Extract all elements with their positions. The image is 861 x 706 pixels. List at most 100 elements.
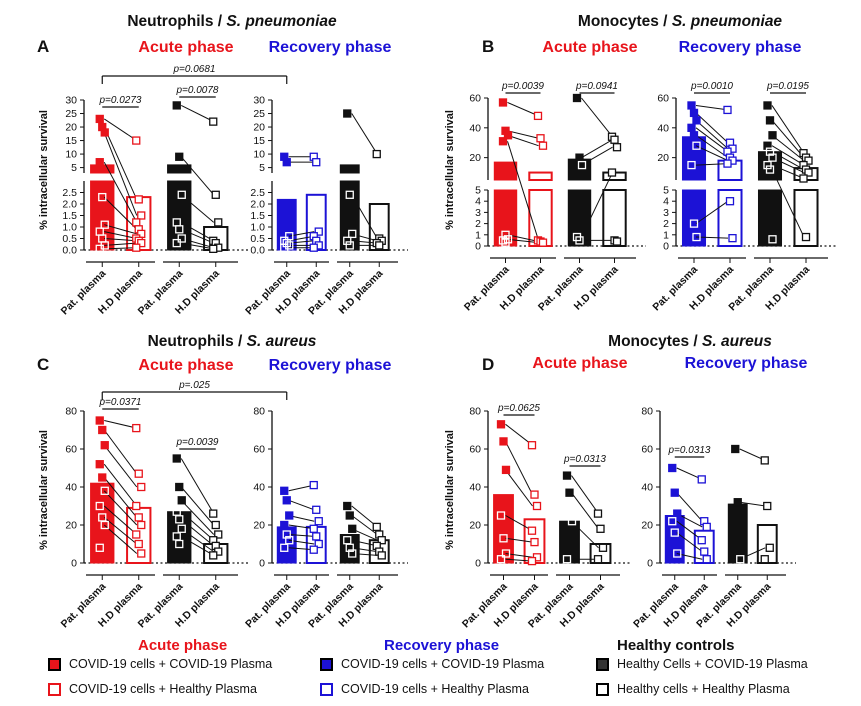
data-point <box>673 549 682 558</box>
pair-line <box>771 120 805 158</box>
y-tick-label: 60 <box>253 444 265 456</box>
data-point <box>538 141 548 150</box>
data-point <box>499 534 508 543</box>
legend-label: COVID-19 cells + COVID-19 Plasma <box>69 657 273 671</box>
y-tick-label: 60 <box>469 444 481 456</box>
phase-label-acute: Acute phase <box>138 357 233 374</box>
pair-line <box>180 156 215 196</box>
y-tick-label: 20 <box>641 520 653 532</box>
phase-label-acute: Acute phase <box>532 355 627 372</box>
y-tick-label: 0.5 <box>250 233 265 245</box>
data-point <box>95 158 104 167</box>
bar-upper <box>528 171 553 182</box>
data-point <box>577 160 587 170</box>
pair-line <box>695 112 729 144</box>
data-point <box>697 475 706 484</box>
y-tick-label: 1 <box>663 229 669 241</box>
data-point <box>692 141 701 150</box>
y-tick-label: 5 <box>71 162 77 174</box>
pair-line <box>103 161 138 223</box>
bar-upper <box>167 164 192 174</box>
y-tick-label: 2.0 <box>250 199 265 211</box>
y-axis-label: % intracellular survival <box>444 110 456 230</box>
pair-line <box>103 444 138 488</box>
data-point <box>496 555 506 564</box>
phase-label-recovery: Recovery phase <box>269 39 392 56</box>
data-point <box>702 522 711 532</box>
p-value-label: p=0.0078 <box>176 85 219 96</box>
data-point <box>377 536 386 545</box>
panel-title-main: Neutrophils / <box>148 333 247 350</box>
pair-line <box>180 499 215 535</box>
data-point <box>95 543 104 552</box>
pair-line <box>103 517 138 545</box>
p-value-label: p=0.0039 <box>176 437 219 448</box>
data-point <box>209 244 218 254</box>
y-tick-label: 2 <box>475 218 481 230</box>
pair-line <box>104 420 137 429</box>
bar <box>493 494 514 564</box>
data-point <box>498 236 508 245</box>
data-point <box>285 241 294 250</box>
legend: Acute phase Recovery phase Healthy contr… <box>0 633 861 706</box>
pair-line <box>104 231 137 239</box>
pair-line <box>180 528 215 553</box>
y-tick-label: 2.5 <box>250 187 265 199</box>
pair-line <box>771 105 805 154</box>
data-point <box>670 488 679 497</box>
data-point <box>132 243 141 252</box>
legend-label: Healthy cells + Healthy Plasma <box>617 682 790 696</box>
pair-line <box>771 134 805 162</box>
y-tick-label: 0 <box>71 558 77 570</box>
data-point <box>610 135 619 144</box>
bar-lower <box>681 189 707 247</box>
y-tick-label: 2 <box>663 218 669 230</box>
pair-line <box>507 141 539 241</box>
data-point <box>530 537 539 547</box>
legend-acute-heading: Acute phase <box>138 637 228 654</box>
data-point <box>95 416 104 425</box>
data-point <box>668 463 677 473</box>
data-point <box>309 545 318 554</box>
data-point <box>763 501 772 511</box>
pair-line <box>505 469 533 507</box>
y-tick-label: 4 <box>663 196 669 208</box>
data-point <box>670 528 679 537</box>
data-point <box>692 232 701 242</box>
phase-label-recovery: Recovery phase <box>685 355 808 372</box>
data-point <box>95 501 104 511</box>
data-point <box>562 555 572 564</box>
data-point <box>134 195 143 204</box>
pair-line <box>351 194 378 239</box>
pair-line <box>288 499 315 511</box>
data-point <box>562 471 572 480</box>
data-point <box>95 244 104 254</box>
data-point <box>733 498 742 507</box>
y-tick-label: 20 <box>65 520 77 532</box>
data-point <box>100 520 109 530</box>
data-point <box>309 524 318 533</box>
data-point <box>728 234 737 243</box>
data-point <box>209 509 218 518</box>
data-point <box>132 218 141 227</box>
y-tick-label: 40 <box>65 482 77 494</box>
data-point <box>533 111 543 121</box>
data-point <box>177 496 186 505</box>
data-point <box>575 153 584 162</box>
data-point <box>763 141 772 150</box>
data-point <box>348 524 357 533</box>
y-tick-label: 0 <box>647 558 653 570</box>
legend-healthy-heading: Healthy controls <box>617 637 735 654</box>
pair-line <box>180 511 215 541</box>
data-point <box>731 444 740 454</box>
legend-item-recovery-covid: COVID-19 cells + COVID-19 Plasma <box>320 657 544 671</box>
pair-line <box>507 130 539 139</box>
pair-line <box>695 236 729 239</box>
data-point <box>527 526 537 535</box>
pair-line <box>695 200 729 225</box>
data-point <box>137 482 146 492</box>
bar <box>727 503 748 564</box>
y-tick-label: 25 <box>65 108 77 120</box>
